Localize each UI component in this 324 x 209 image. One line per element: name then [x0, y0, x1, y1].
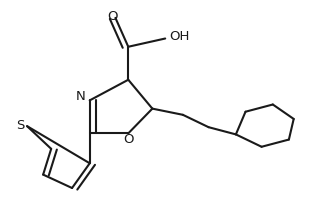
- Text: N: N: [76, 90, 86, 103]
- Text: O: O: [124, 133, 134, 146]
- Text: S: S: [17, 119, 25, 132]
- Text: O: O: [107, 10, 118, 23]
- Text: OH: OH: [169, 30, 190, 43]
